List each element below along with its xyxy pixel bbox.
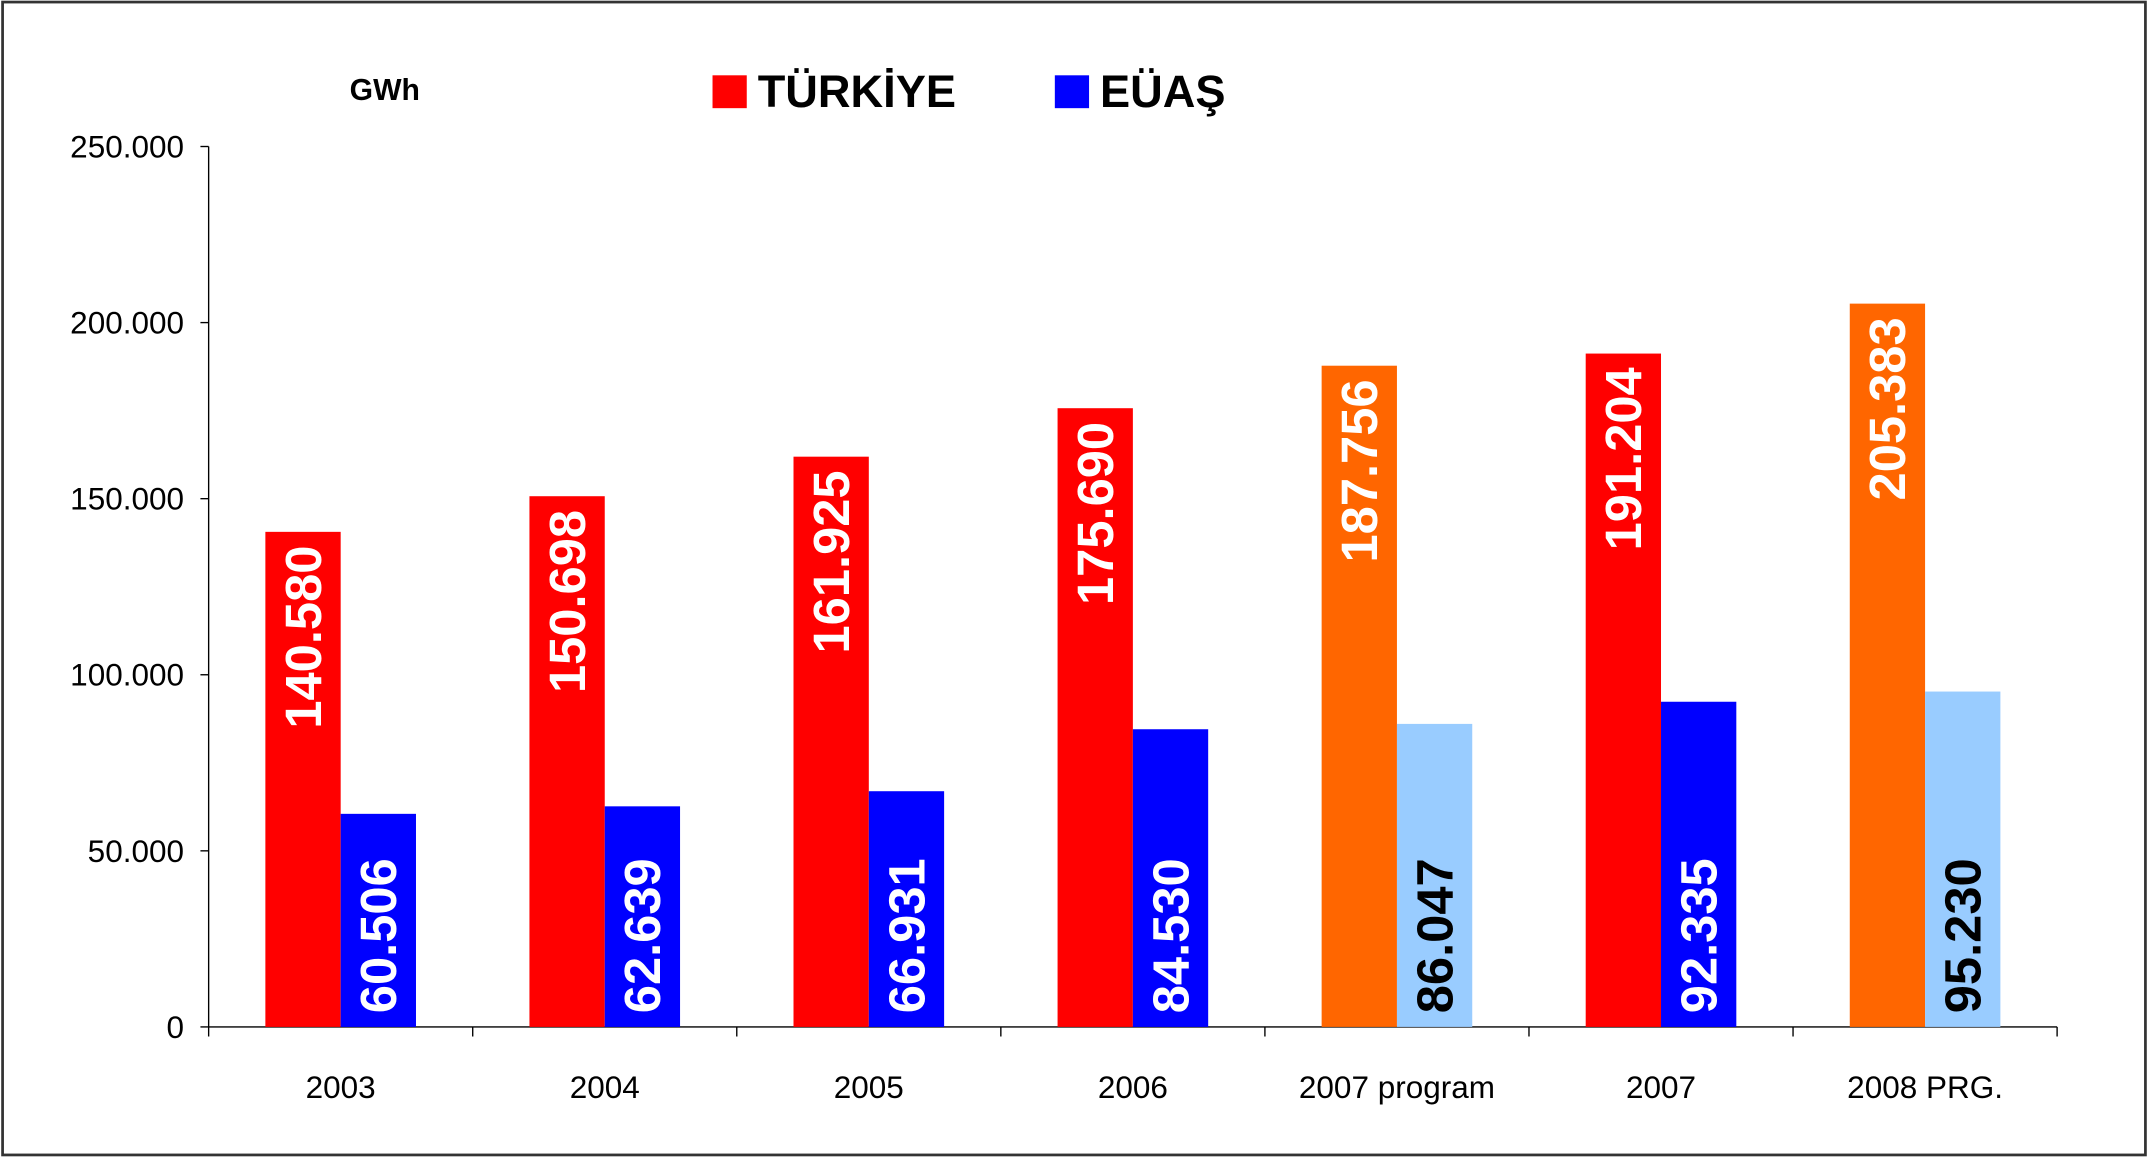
bar <box>1925 691 2001 1027</box>
y-tick-label: 100.000 <box>70 657 184 693</box>
x-tick-label: 2006 <box>1098 1069 1168 1105</box>
bar <box>1661 701 1737 1027</box>
data-label: 205.383 <box>1859 317 1916 500</box>
data-label: 92.335 <box>1670 858 1727 1013</box>
legend-label: TÜRKİYE <box>758 66 956 117</box>
data-label: 140.580 <box>275 546 332 729</box>
y-tick-label: 150.000 <box>70 481 184 517</box>
x-tick-label: 2008 PRG. <box>1847 1069 2003 1105</box>
y-tick-label: 250.000 <box>70 128 184 164</box>
x-tick-label: 2007 <box>1626 1069 1696 1105</box>
data-label: 60.506 <box>350 858 407 1013</box>
bar <box>340 813 416 1027</box>
data-label: 191.204 <box>1595 367 1652 550</box>
legend-swatch <box>1054 75 1090 109</box>
data-label: 161.925 <box>803 470 860 653</box>
data-label: 66.931 <box>878 858 935 1013</box>
legend-label: EÜAŞ <box>1100 66 1226 117</box>
y-axis-label: GWh <box>350 74 420 107</box>
bar <box>1057 408 1133 1027</box>
y-tick-label: 200.000 <box>70 305 184 341</box>
data-label: 150.698 <box>539 510 596 693</box>
bar <box>868 791 945 1027</box>
x-tick-label: 2003 <box>306 1069 376 1105</box>
x-tick-label: 2004 <box>570 1069 640 1105</box>
legend-swatch <box>712 75 747 109</box>
x-tick-label: 2005 <box>834 1069 904 1105</box>
data-label: 84.530 <box>1142 858 1199 1013</box>
data-label: 175.690 <box>1067 422 1124 605</box>
y-tick-label: 50.000 <box>88 833 184 869</box>
bar <box>1585 353 1662 1027</box>
x-tick-label: 2007 program <box>1299 1069 1495 1105</box>
y-tick-label: 0 <box>166 1009 184 1045</box>
bar <box>529 496 605 1027</box>
data-label: 187.756 <box>1331 379 1388 562</box>
bar <box>1132 729 1209 1027</box>
bar <box>1849 303 1926 1027</box>
bar <box>604 806 681 1027</box>
bar <box>1321 365 1397 1027</box>
data-label: 86.047 <box>1406 858 1463 1013</box>
bar <box>265 531 341 1027</box>
data-label: 95.230 <box>1935 858 1992 1013</box>
bar <box>1396 723 1473 1027</box>
data-label: 62.639 <box>614 858 671 1013</box>
bar <box>793 456 869 1027</box>
